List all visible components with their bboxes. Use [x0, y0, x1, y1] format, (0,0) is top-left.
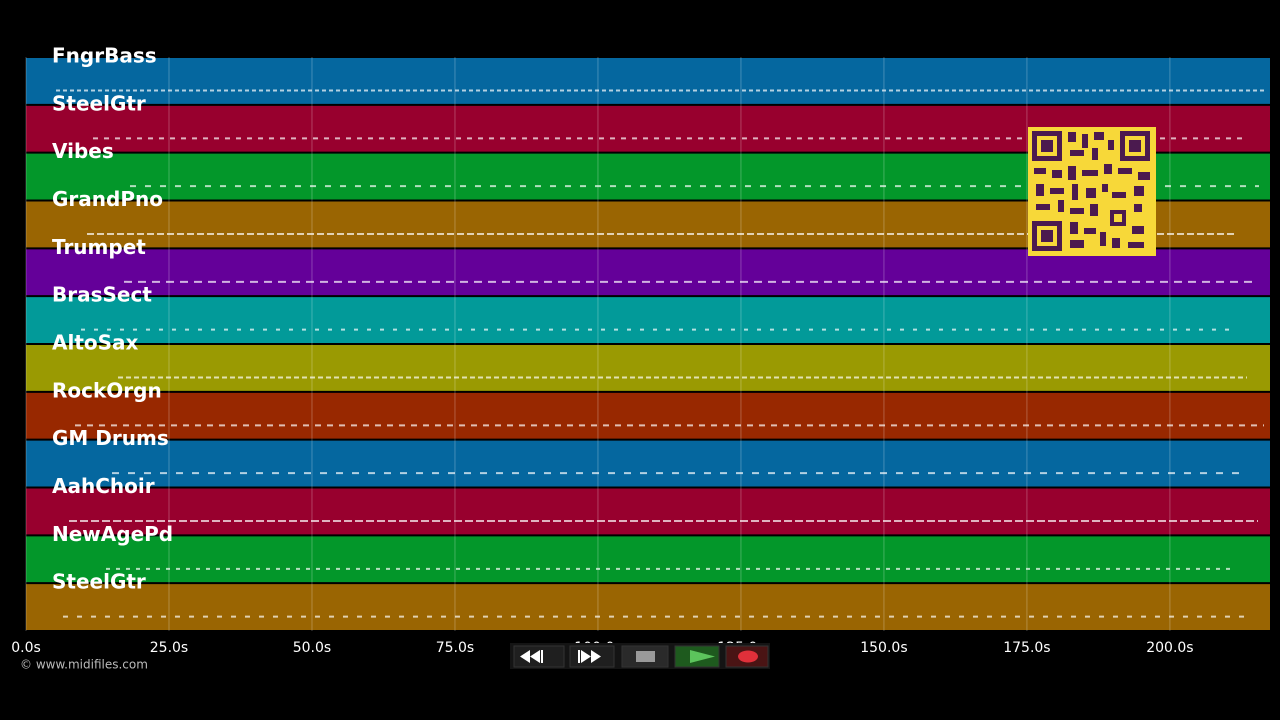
- track-name: SteelGtr: [52, 91, 146, 115]
- track-name: NewAgePd: [52, 522, 173, 546]
- fast-forward-button[interactable]: [569, 645, 615, 668]
- track-name: BrasSect: [52, 283, 152, 307]
- track-lane: [26, 248, 1270, 297]
- track-name: Trumpet: [52, 235, 146, 259]
- track-lanes: [26, 56, 1270, 632]
- rewind-button[interactable]: [513, 645, 565, 668]
- tick-label: 175.0s: [1003, 640, 1050, 656]
- track-name: SteelGtr: [52, 570, 146, 594]
- track-name: GrandPno: [52, 187, 163, 211]
- track-name: GM Drums: [52, 426, 169, 450]
- time-grid: [25, 57, 1171, 631]
- track-lane: [26, 344, 1270, 392]
- tick-label: 25.0s: [150, 640, 188, 656]
- track-lane: [26, 296, 1270, 344]
- track-names: FngrBass SteelGtr Vibes GrandPno Trumpet Bras…: [52, 44, 173, 594]
- track-lane: [26, 583, 1270, 631]
- track-lane: [26, 439, 1270, 488]
- track-lane: [26, 57, 1270, 105]
- play-button[interactable]: [674, 645, 720, 668]
- tick-label: 75.0s: [436, 640, 474, 656]
- track-lane: [26, 487, 1270, 536]
- qr-code: [1028, 127, 1156, 256]
- track-lane: [26, 535, 1270, 584]
- track-name: AahChoir: [52, 474, 155, 498]
- stop-button[interactable]: [621, 645, 669, 668]
- transport-controls: [510, 643, 770, 669]
- tick-label: 200.0s: [1146, 640, 1193, 656]
- track-name: AltoSax: [52, 331, 139, 355]
- track-name: RockOrgn: [52, 378, 162, 402]
- record-button[interactable]: [725, 645, 769, 668]
- tick-label: 50.0s: [293, 640, 331, 656]
- tick-label: 150.0s: [860, 640, 907, 656]
- track-name: FngrBass: [52, 44, 157, 68]
- track-lane: [26, 391, 1270, 440]
- tick-label: 0.0s: [11, 640, 41, 656]
- track-name: Vibes: [52, 139, 114, 163]
- copyright: © www.midifiles.com: [20, 658, 148, 672]
